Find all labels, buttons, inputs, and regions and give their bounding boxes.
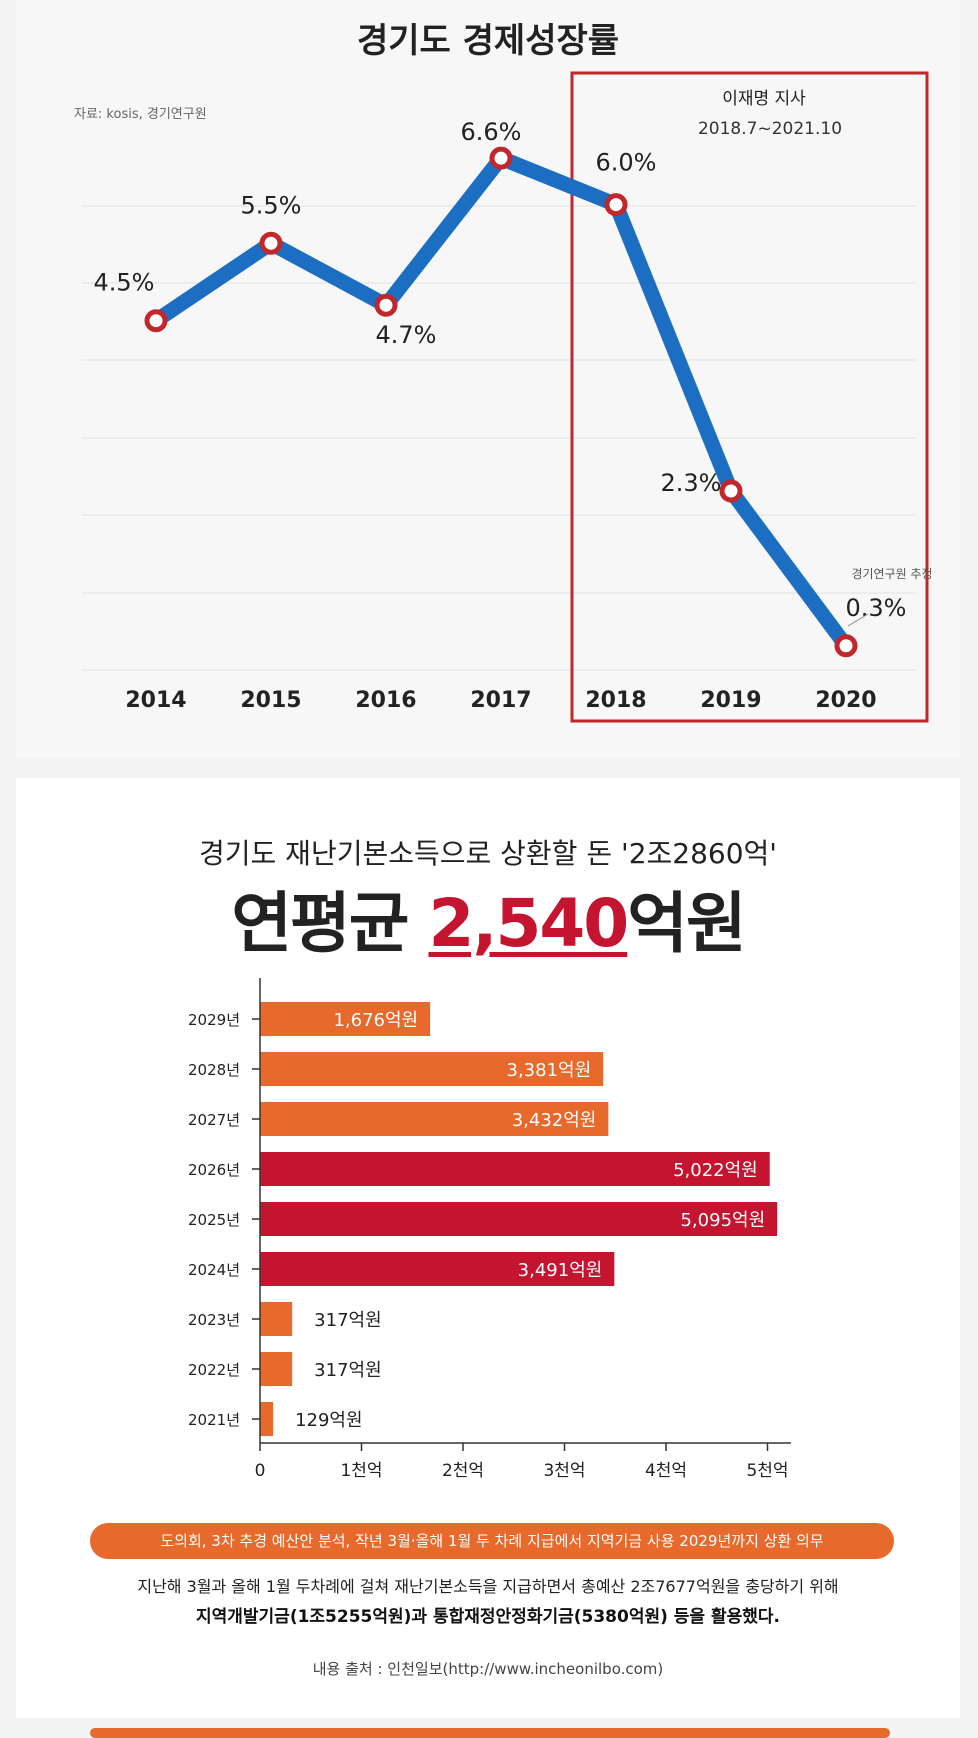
bar: [260, 1102, 609, 1136]
bar-value-label: 5,022억원: [673, 1160, 758, 1181]
x-tick-label: 1천억: [340, 1461, 382, 1481]
x-tick-label: 4천억: [645, 1461, 687, 1481]
y-tick-label: 2027년: [188, 1111, 240, 1129]
x-tick-label: 2018: [585, 688, 646, 713]
growth-chart-panel: 경기도 경제성장률 자료: kosis, 경기연구원 이재명 지사 2018.7…: [16, 0, 960, 758]
data-point: [604, 193, 628, 217]
chart-title: 경기도 경제성장률: [357, 21, 619, 61]
highlight-box-period: 2018.7~2021.10: [698, 119, 842, 139]
repayment-subtitle: 경기도 재난기본소득으로 상환할 돈 '2조2860억': [199, 837, 777, 870]
annual-average-headline: 연평균 2,540억원: [16, 870, 960, 966]
x-tick-label: 2015: [240, 688, 301, 713]
x-tick-labels: 2014 2015 2016 2017 2018 2019 2020: [125, 688, 876, 713]
data-point: [489, 146, 513, 170]
headline-value: 2,540: [428, 885, 629, 962]
bar-value-label: 317억원: [314, 1360, 381, 1381]
value-label: 5.5%: [241, 191, 302, 219]
y-tick-label: 2029년: [188, 1011, 240, 1029]
bar-value-label: 129억원: [295, 1410, 362, 1431]
x-tick-label: 2014: [125, 688, 186, 713]
next-panel-strip: [90, 1728, 890, 1738]
value-label: 4.5%: [94, 269, 155, 297]
growth-series-line: [148, 150, 854, 654]
data-point: [374, 293, 398, 317]
y-tick-label: 2024년: [188, 1261, 240, 1279]
repayment-chart-panel: 경기도 재난기본소득으로 상환할 돈 '2조2860억' 연평균 2,540억원…: [16, 778, 960, 1718]
bar: [260, 1202, 778, 1236]
bar-axis: 2029년 2028년 2027년 2026년 2025년 2024년 2023년 2022년…: [188, 978, 791, 1481]
bar-value-label: 317억원: [314, 1310, 381, 1331]
bar: [260, 1302, 293, 1336]
bar: [260, 1252, 615, 1286]
highlight-box: [570, 71, 929, 723]
growth-line-chart: 경기도 경제성장률 자료: kosis, 경기연구원 이재명 지사 2018.7…: [74, 21, 933, 723]
x-tick-label: 2017: [470, 688, 531, 713]
bar-value-label: 5,095억원: [680, 1210, 765, 1231]
value-label: 6.6%: [461, 118, 522, 146]
bar-value-label: 3,381억원: [507, 1060, 592, 1081]
x-tick-label: 0: [255, 1461, 266, 1481]
headline-prefix: 연평균: [231, 885, 429, 962]
description-line-1: 지난해 3월과 올해 1월 두차례에 걸쳐 재난기본소득을 지급하면서 총예산 …: [137, 1577, 839, 1596]
bar: [260, 1052, 604, 1086]
x-tick-label: 2천억: [442, 1461, 484, 1481]
annotation-leader: [847, 613, 869, 627]
value-label: 0.3%: [846, 594, 907, 622]
bar-value-label: 3,491억원: [518, 1260, 603, 1281]
bar: [260, 1352, 293, 1386]
repayment-bar-chart: 1,676억원 3,381억원 3,432억원 5,022억원 5,095억원 3,491…: [188, 978, 791, 1481]
y-tick-label: 2026년: [188, 1161, 240, 1179]
value-label: 4.7%: [376, 321, 437, 349]
x-tick-label: 2019: [700, 688, 761, 713]
chart-source: 자료: kosis, 경기연구원: [74, 107, 207, 122]
y-tick-label: 2023년: [188, 1311, 240, 1329]
description-line-2: 지역개발기금(1조5255억원)과 통합재정안정화기금(5380억원) 등을 활…: [195, 1607, 781, 1627]
x-tick-label: 2020: [815, 688, 876, 713]
estimate-annotation: 경기연구원 추정: [851, 567, 932, 581]
x-tick-label: 5천억: [746, 1461, 788, 1481]
data-point: [259, 231, 283, 255]
bar: [260, 1402, 274, 1436]
note-pill: 도의회, 3차 추경 예산안 분석, 작년 3월·올해 1월 두 차례 지급에서…: [90, 1523, 894, 1559]
y-tick-label: 2025년: [188, 1211, 240, 1229]
value-label: 2.3%: [661, 469, 722, 497]
value-label: 6.0%: [596, 149, 657, 177]
bar-value-label: 3,432억원: [512, 1110, 597, 1131]
data-point: [719, 479, 743, 503]
bars: 1,676억원 3,381억원 3,432억원 5,022억원 5,095억원 3,491…: [260, 1002, 778, 1436]
highlight-box-title: 이재명 지사: [722, 89, 806, 109]
bar: [260, 1002, 431, 1036]
grid-lines: [82, 205, 916, 671]
content-source: 내용 출처 : 인천일보(http://www.incheonilbo.com): [312, 1660, 664, 1678]
x-tick-label: 2016: [355, 688, 416, 713]
data-points: [144, 146, 858, 658]
x-tick-label: 3천억: [543, 1461, 585, 1481]
bar-value-label: 1,676억원: [333, 1010, 418, 1031]
y-tick-label: 2021년: [188, 1411, 240, 1429]
y-tick-label: 2022년: [188, 1361, 240, 1379]
bar: [260, 1152, 770, 1186]
data-point: [144, 309, 168, 333]
value-labels: 4.5% 5.5% 4.7% 6.6% 6.0% 2.3% 0.3%: [94, 118, 907, 622]
data-point: [834, 634, 858, 658]
headline-suffix: 억원: [627, 885, 746, 962]
y-tick-label: 2028년: [188, 1061, 240, 1079]
